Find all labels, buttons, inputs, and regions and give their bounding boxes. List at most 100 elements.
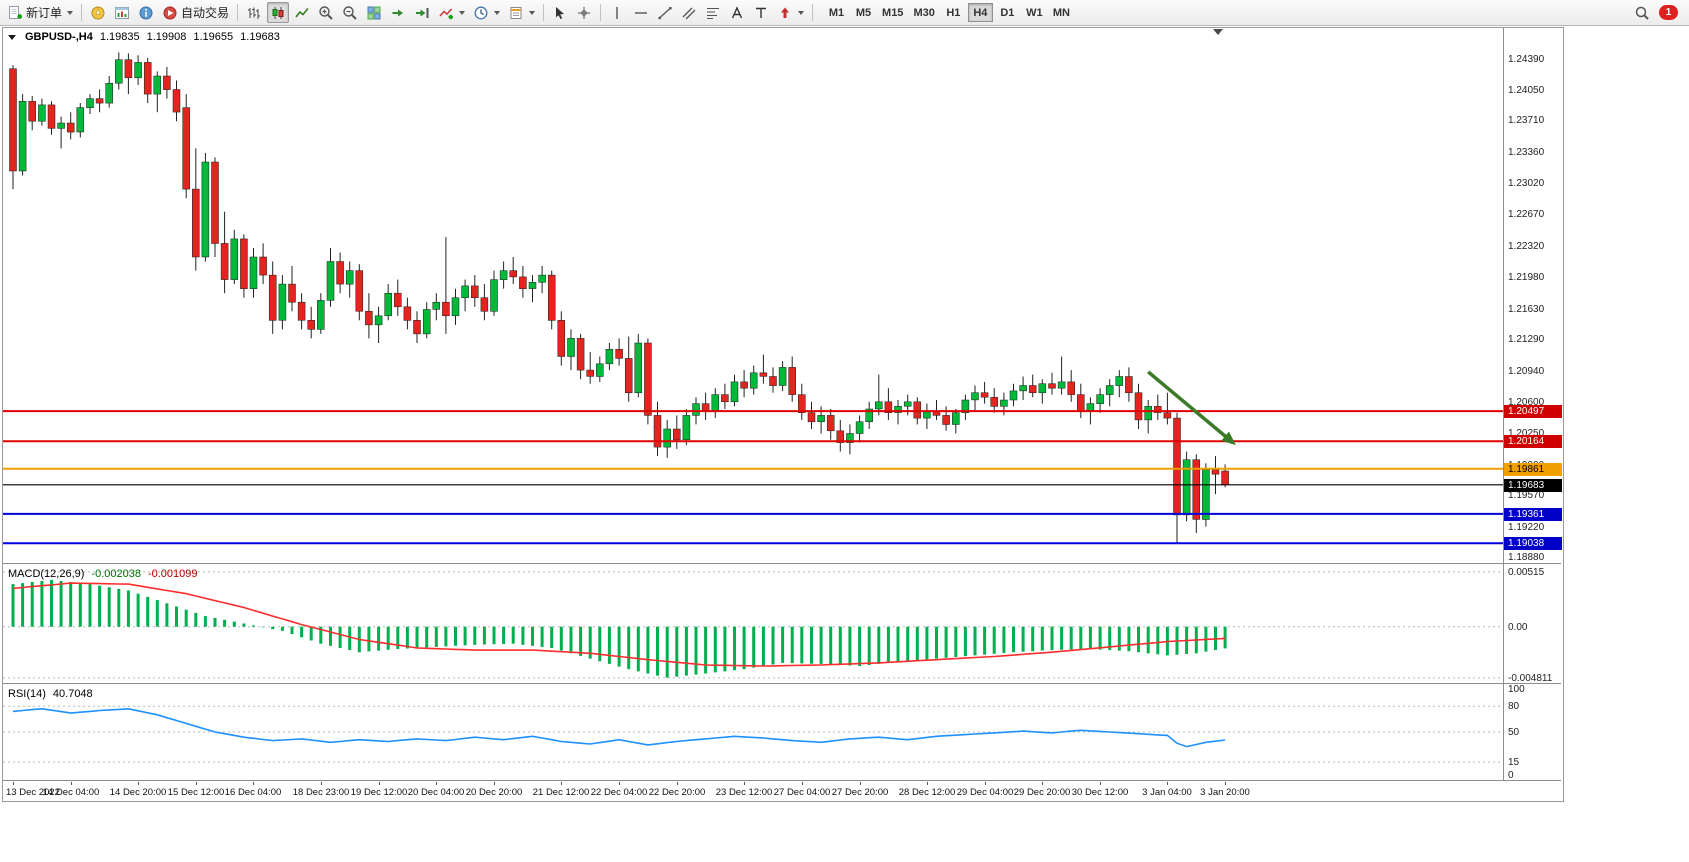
new-order-icon <box>9 5 22 19</box>
time-label: 3 Jan 04:00 <box>1142 787 1192 798</box>
rsi-name: RSI(14) <box>8 688 46 700</box>
macd-main-value: -0.002038 <box>91 568 141 580</box>
fibonacci-button[interactable] <box>702 2 724 23</box>
template-icon <box>510 6 522 19</box>
ohlc-low: 1.19655 <box>193 31 234 43</box>
price-scale-label: 1.21290 <box>1508 334 1545 345</box>
price-tag-1.20164[interactable]: 1.20164 <box>1504 435 1562 448</box>
pane-separator[interactable] <box>3 683 1561 684</box>
toolbar-separator <box>81 4 83 21</box>
new-order-button[interactable]: 新订单 <box>4 2 76 23</box>
price-scale-label: 1.24390 <box>1508 54 1545 65</box>
bar-chart-button[interactable] <box>243 2 265 23</box>
time-tick <box>1225 782 1226 785</box>
rsi-scale-label: 80 <box>1508 701 1520 712</box>
price-scale-label: 1.23020 <box>1508 178 1545 189</box>
text-label-button[interactable] <box>750 2 772 23</box>
templates-button[interactable] <box>505 2 538 23</box>
macd-scale-label: 0.00515 <box>1508 567 1545 578</box>
text-button[interactable] <box>726 2 748 23</box>
price-chart[interactable] <box>3 28 1503 562</box>
new-order-label: 新订单 <box>26 6 63 20</box>
pane-separator[interactable] <box>3 780 1561 781</box>
price-scale-label: 1.20250 <box>1508 428 1545 439</box>
timeframe-mn-button[interactable]: MN <box>1049 3 1074 22</box>
price-scale[interactable]: 1.24390 1.24050 1.23710 1.23360 1.23020 1.226… <box>1504 28 1562 781</box>
macd-scale-label: 0.00 <box>1508 622 1528 633</box>
time-label: 14 Dec 04:00 <box>42 787 100 798</box>
pane-separator[interactable] <box>3 563 1561 564</box>
timeframe-m5-button[interactable]: M5 <box>851 3 876 22</box>
rsi-pane[interactable] <box>3 685 1503 779</box>
chevron-down-icon <box>494 10 501 15</box>
price-scale-label: 1.19220 <box>1508 522 1545 533</box>
periods-button[interactable] <box>470 2 503 23</box>
chart-shift-icon <box>416 7 429 18</box>
price-scale-label: 1.22320 <box>1508 241 1545 252</box>
macd-scale-label: -0.004811 <box>1508 673 1553 684</box>
time-tick <box>253 782 254 785</box>
trendline-button[interactable] <box>654 2 676 23</box>
candlestick-chart-button[interactable] <box>267 2 290 23</box>
time-tick <box>13 782 14 785</box>
horizontal-line-icon <box>635 11 648 14</box>
timeframe-d1-button[interactable]: D1 <box>995 3 1020 22</box>
zoom-in-button[interactable] <box>315 2 337 23</box>
time-label: 18 Dec 23:00 <box>292 787 350 798</box>
macd-signal-value: -0.001099 <box>147 568 198 580</box>
main-toolbar: 新订单 自动交易 <box>0 0 1689 26</box>
timeframe-m1-button[interactable]: M1 <box>824 3 849 22</box>
toolbar-separator <box>812 4 814 21</box>
candlestick-chart-icon <box>272 6 284 19</box>
zoom-out-button[interactable] <box>339 2 361 23</box>
macd-histogram <box>11 579 1227 678</box>
price-tag-1.19683[interactable]: 1.19683 <box>1504 479 1562 492</box>
chart-shift-button[interactable] <box>411 2 433 23</box>
vertical-line-button[interactable] <box>606 2 628 23</box>
macd-pane[interactable] <box>3 565 1503 682</box>
one-click-trading-toggle[interactable] <box>8 34 16 40</box>
trend-arrow[interactable] <box>1147 370 1236 446</box>
line-chart-button[interactable] <box>291 2 313 23</box>
time-axis[interactable]: 13 Dec 2022 14 Dec 04:00 14 Dec 20:00 15 De… <box>3 782 1503 800</box>
macd-signal-line <box>12 582 1226 667</box>
auto-scroll-button[interactable] <box>387 2 409 23</box>
price-tag-1.19038[interactable]: 1.19038 <box>1504 537 1562 550</box>
timeframe-toolbar: M1 M5 M15 M30 H1 H4 D1 W1 MN <box>823 3 1075 22</box>
time-tick <box>1167 782 1168 785</box>
channel-button[interactable] <box>678 2 700 23</box>
metaeditor-button[interactable] <box>87 2 109 23</box>
price-tag-1.19861[interactable]: 1.19861 <box>1504 463 1562 476</box>
timeframe-m15-button[interactable]: M15 <box>878 3 907 22</box>
price-tag-1.20497[interactable]: 1.20497 <box>1504 405 1562 418</box>
cursor-button[interactable] <box>549 2 571 23</box>
price-scale-label: 1.21980 <box>1508 272 1545 283</box>
indicators-button[interactable] <box>435 2 468 23</box>
time-tick <box>436 782 437 785</box>
tile-windows-button[interactable] <box>363 2 385 23</box>
timeframe-m30-button[interactable]: M30 <box>909 3 938 22</box>
search-button[interactable] <box>1631 2 1653 23</box>
timeframe-w1-button[interactable]: W1 <box>1022 3 1047 22</box>
new-chart-button[interactable] <box>111 2 133 23</box>
time-tick <box>379 782 380 785</box>
crosshair-button[interactable] <box>573 2 595 23</box>
chart-shift-marker[interactable] <box>1213 29 1223 35</box>
search-icon <box>1635 6 1649 20</box>
timeframe-h4-button[interactable]: H4 <box>967 3 993 22</box>
rsi-line <box>12 707 1226 748</box>
symbol-ohlc-label: GBPUSD-,H4 1.19835 1.19908 1.19655 1.196… <box>8 31 280 43</box>
zoom-out-icon <box>343 5 357 20</box>
tile-windows-icon <box>367 6 381 19</box>
timeframe-h1-button[interactable]: H1 <box>941 3 966 22</box>
price-tag-1.19361[interactable]: 1.19361 <box>1504 508 1562 521</box>
chevron-down-icon <box>459 10 466 15</box>
notifications-badge[interactable]: 1 <box>1659 5 1678 20</box>
horizontal-line-button[interactable] <box>630 2 652 23</box>
auto-trading-button[interactable]: 自动交易 <box>159 2 232 23</box>
arrows-button[interactable] <box>774 2 807 23</box>
time-tick <box>196 782 197 785</box>
macd-name: MACD(12,26,9) <box>8 568 85 580</box>
data-window-button[interactable] <box>135 2 157 23</box>
chart-window-icon <box>115 6 130 19</box>
